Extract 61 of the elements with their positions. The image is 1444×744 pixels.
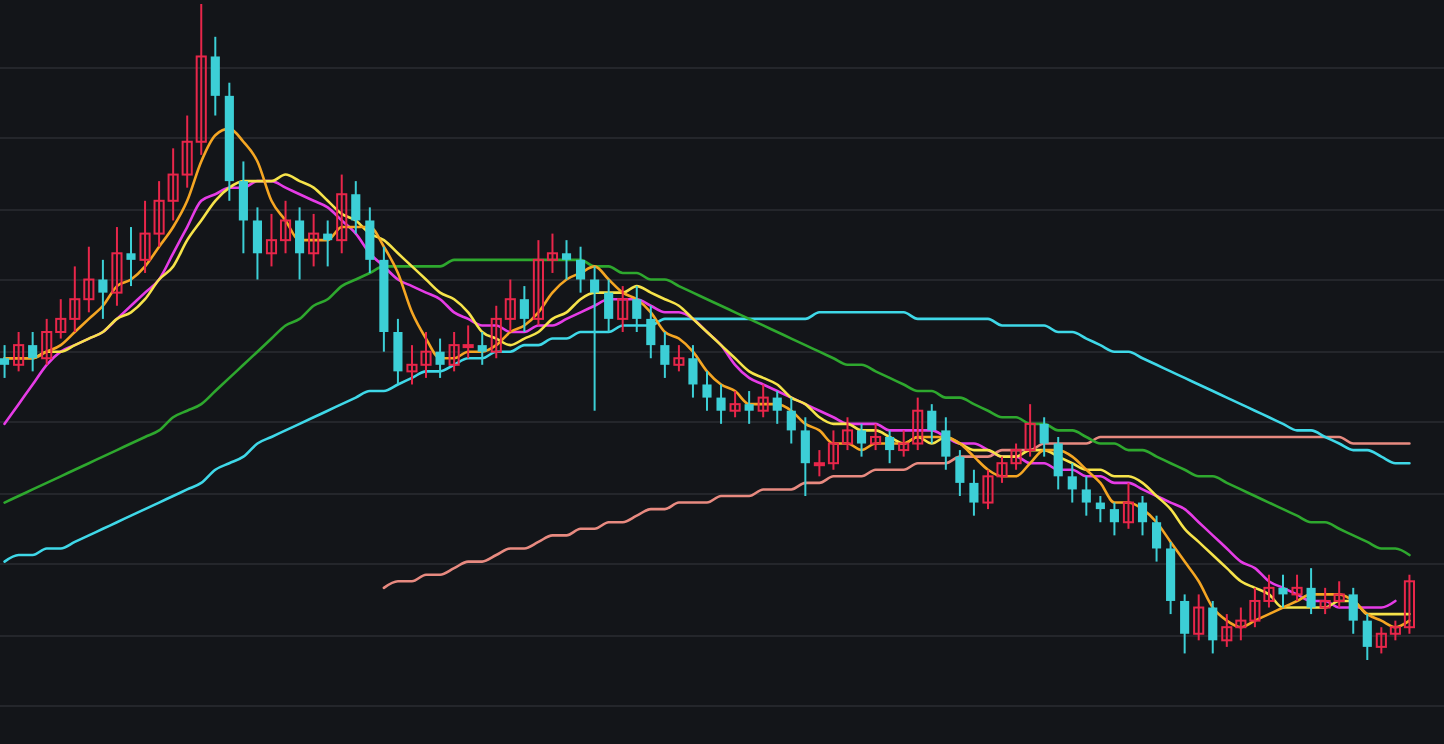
candlestick xyxy=(210,35,220,117)
candlestick xyxy=(632,285,642,333)
candlestick xyxy=(519,285,529,333)
candlestick xyxy=(673,344,685,373)
candlestick xyxy=(1151,514,1162,563)
candlestick xyxy=(927,403,937,445)
candlestick xyxy=(660,331,670,379)
candlestick xyxy=(941,416,951,471)
candlestick xyxy=(590,265,600,412)
candlestick xyxy=(1362,613,1372,661)
candlestick xyxy=(1067,462,1077,504)
candlestick xyxy=(969,468,979,517)
candlestick xyxy=(477,331,487,366)
candlestick xyxy=(252,206,263,281)
candlestick xyxy=(744,390,754,425)
candlestick xyxy=(1278,573,1288,609)
candlestick xyxy=(98,258,108,320)
candlestick xyxy=(604,278,614,333)
candlestick xyxy=(870,422,882,452)
candlestick xyxy=(772,390,782,425)
candlestick xyxy=(702,370,712,412)
candlestick xyxy=(576,245,586,294)
candlestick xyxy=(1137,495,1148,537)
candlestick xyxy=(238,160,248,255)
candlestick xyxy=(856,422,867,458)
candlestick xyxy=(0,344,10,379)
candlestick xyxy=(1122,481,1135,530)
candlestick xyxy=(1053,435,1063,491)
candlestick xyxy=(13,331,25,373)
candlestick xyxy=(729,390,741,419)
candlestick xyxy=(617,285,629,333)
candlestick xyxy=(1180,593,1190,655)
candlestick xyxy=(336,173,348,255)
candlestick xyxy=(1109,501,1119,537)
candlestick xyxy=(126,226,136,288)
candlestick xyxy=(885,429,895,465)
candlestick xyxy=(1095,495,1105,524)
candlestick xyxy=(1193,593,1205,642)
candlestick xyxy=(786,396,796,445)
candlestick xyxy=(561,239,572,281)
candlestick xyxy=(1081,475,1091,517)
candlestick xyxy=(323,219,333,268)
candlestick xyxy=(351,180,361,235)
candlestick xyxy=(393,317,403,386)
candlestick xyxy=(1306,567,1316,616)
candlestick xyxy=(800,416,810,497)
candlestick xyxy=(1039,416,1049,458)
candlestick xyxy=(435,337,445,379)
candlestick xyxy=(111,226,123,307)
candlestick xyxy=(308,212,320,268)
candlestick xyxy=(365,206,375,274)
candlestick xyxy=(295,206,305,281)
candlestick xyxy=(28,331,38,373)
candlestick xyxy=(955,449,965,497)
candlestick xyxy=(757,383,769,419)
candlestick xyxy=(646,304,656,360)
candlestick xyxy=(716,383,726,425)
candlestick xyxy=(688,344,698,399)
candlestick xyxy=(1208,599,1218,655)
candlestick xyxy=(1348,586,1358,635)
candlestick xyxy=(1291,573,1303,602)
